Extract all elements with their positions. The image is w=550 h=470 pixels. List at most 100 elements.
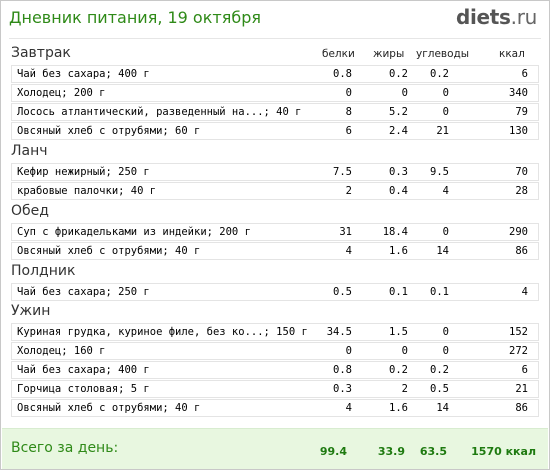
food-row: Холодец; 160 г 0 0 0 272 — [11, 342, 539, 360]
daily-total-label: Всего за день: — [11, 440, 119, 456]
food-name: Холодец; 200 г — [17, 87, 106, 99]
carbs-value: 0.2 — [430, 68, 449, 80]
section-title: Обед — [11, 203, 49, 219]
kcal-value: 86 — [515, 245, 528, 257]
fat-value: 0.1 — [389, 286, 408, 298]
protein-value: 6 — [345, 125, 352, 137]
fat-value: 0 — [401, 345, 408, 357]
kcal-value: 86 — [515, 402, 528, 414]
carbs-value: 14 — [436, 245, 449, 257]
column-headers: белки жиры углеводы ккал — [1, 48, 549, 62]
total-fat: 33.9 — [377, 445, 405, 458]
protein-value: 2 — [345, 185, 352, 197]
total-kcal: 1570 ккал — [471, 445, 536, 458]
fat-value: 18.4 — [382, 226, 408, 238]
food-row: Овсяный хлеб с отрубями; 40 г 4 1.6 14 86 — [11, 399, 539, 417]
kcal-value: 340 — [509, 87, 528, 99]
kcal-value: 6 — [521, 364, 528, 376]
protein-value: 8 — [345, 106, 352, 118]
header: Дневник питания, 19 октября diets.ru — [1, 1, 549, 39]
carbs-value: 0.2 — [430, 364, 449, 376]
food-name: Кефир нежирный; 250 г — [17, 166, 150, 178]
food-row: Чай без сахара; 250 г 0.5 0.1 0.1 4 — [11, 283, 539, 301]
fat-value: 0.2 — [389, 68, 408, 80]
protein-value: 4 — [345, 402, 352, 414]
fat-value: 2 — [401, 383, 408, 395]
kcal-value: 21 — [515, 383, 528, 395]
food-name: Овсяный хлеб с отрубями; 40 г — [17, 245, 201, 257]
daily-total-bar: Всего за день: 99.4 33.9 63.5 1570 ккал — [2, 428, 548, 469]
kcal-value: 152 — [509, 326, 528, 338]
food-name: Овсяный хлеб с отрубями; 60 г — [17, 125, 201, 137]
section-title: Ужин — [11, 303, 51, 319]
food-row: Чай без сахара; 400 г 0.8 0.2 0.2 6 — [11, 65, 539, 83]
carbs-value: 0.1 — [430, 286, 449, 298]
food-name: Куриная грудка, куриное филе, без ко...;… — [17, 326, 308, 338]
food-name: Суп с фрикадельками из индейки; 200 г — [17, 226, 251, 238]
kcal-value: 28 — [515, 185, 528, 197]
site-logo[interactable]: diets.ru — [456, 5, 537, 29]
carbs-value: 0 — [442, 326, 449, 338]
carbs-value: 0 — [442, 87, 449, 99]
fat-value: 2.4 — [389, 125, 408, 137]
food-row: Овсяный хлеб с отрубями; 60 г 6 2.4 21 130 — [11, 122, 539, 140]
carbs-value: 0 — [442, 345, 449, 357]
food-row: Суп с фрикадельками из индейки; 200 г 31 1… — [11, 223, 539, 241]
kcal-value: 6 — [521, 68, 528, 80]
kcal-value: 290 — [509, 226, 528, 238]
fat-value: 0.2 — [389, 364, 408, 376]
kcal-value: 130 — [509, 125, 528, 137]
column-header-protein: белки — [322, 48, 355, 60]
section-title: Ланч — [11, 143, 48, 159]
fat-value: 5.2 — [389, 106, 408, 118]
food-row: Горчица столовая; 5 г 0.3 2 0.5 21 — [11, 380, 539, 398]
carbs-value: 9.5 — [430, 166, 449, 178]
fat-value: 1.5 — [389, 326, 408, 338]
food-name: Чай без сахара; 400 г — [17, 68, 150, 80]
protein-value: 0.8 — [333, 364, 352, 376]
food-name: Овсяный хлеб с отрубями; 40 г — [17, 402, 201, 414]
kcal-value: 70 — [515, 166, 528, 178]
food-name: Чай без сахара; 400 г — [17, 364, 150, 376]
food-name: Чай без сахара; 250 г — [17, 286, 150, 298]
carbs-value: 0 — [442, 106, 449, 118]
food-row: Овсяный хлеб с отрубями; 40 г 4 1.6 14 86 — [11, 242, 539, 260]
food-row: Холодец; 200 г 0 0 0 340 — [11, 84, 539, 102]
column-header-carbs: углеводы — [416, 48, 470, 60]
column-header-kcal: ккал — [499, 48, 525, 60]
food-row: Чай без сахара; 400 г 0.8 0.2 0.2 6 — [11, 361, 539, 379]
protein-value: 0 — [345, 345, 352, 357]
column-header-fat: жиры — [373, 48, 405, 60]
fat-value: 1.6 — [389, 245, 408, 257]
total-carbs: 63.5 — [419, 445, 447, 458]
carbs-value: 4 — [442, 185, 449, 197]
carbs-value: 0 — [442, 226, 449, 238]
protein-value: 31 — [339, 226, 352, 238]
protein-value: 0.8 — [333, 68, 352, 80]
protein-value: 0.5 — [333, 286, 352, 298]
section-title: Завтрак — [11, 45, 71, 61]
protein-value: 0.3 — [333, 383, 352, 395]
fat-value: 0.3 — [389, 166, 408, 178]
food-name: Лосось атлантический, разведенный на...;… — [17, 106, 302, 118]
food-row: Лосось атлантический, разведенный на...;… — [11, 103, 539, 121]
carbs-value: 21 — [436, 125, 449, 137]
food-row: крабовые палочки; 40 г 2 0.4 4 28 — [11, 182, 539, 200]
fat-value: 0.4 — [389, 185, 408, 197]
food-row: Кефир нежирный; 250 г 7.5 0.3 9.5 70 — [11, 163, 539, 181]
kcal-value: 272 — [509, 345, 528, 357]
logo-name: diets — [455, 5, 511, 29]
food-name: Холодец; 160 г — [17, 345, 106, 357]
header-divider — [9, 38, 541, 39]
section-title: Полдник — [11, 263, 76, 279]
logo-tld: .ru — [510, 5, 538, 29]
protein-value: 4 — [345, 245, 352, 257]
food-row: Куриная грудка, куриное филе, без ко...;… — [11, 323, 539, 341]
protein-value: 7.5 — [333, 166, 352, 178]
page-title: Дневник питания, 19 октября — [9, 8, 261, 27]
food-name: Горчица столовая; 5 г — [17, 383, 150, 395]
carbs-value: 14 — [436, 402, 449, 414]
food-name: крабовые палочки; 40 г — [17, 185, 157, 197]
kcal-value: 79 — [515, 106, 528, 118]
